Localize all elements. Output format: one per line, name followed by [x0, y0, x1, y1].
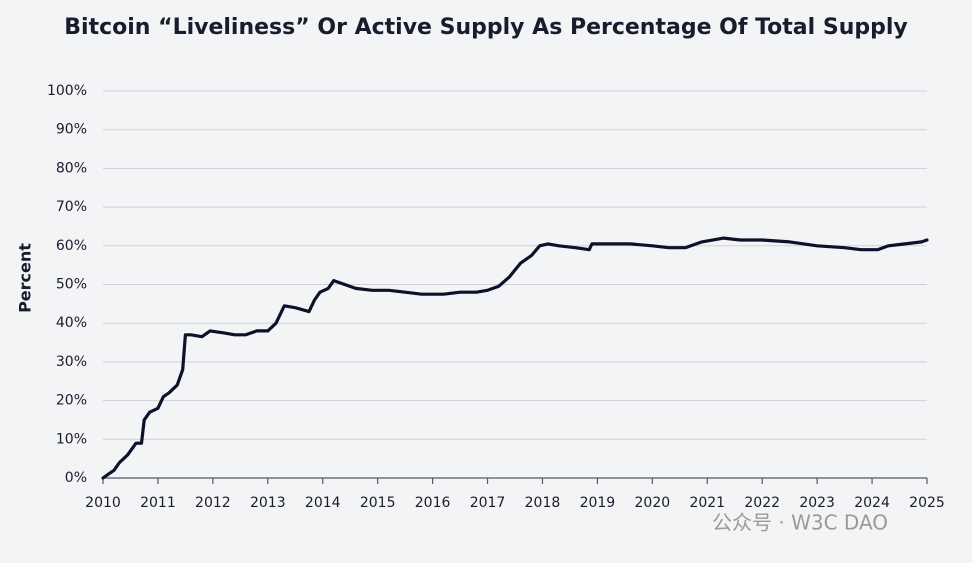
x-tick-label: 2020 [635, 495, 671, 511]
line-series [101, 236, 929, 480]
x-tick-label: 2013 [250, 495, 286, 511]
y-axis-label: Percent [16, 243, 35, 313]
y-tick-label: 0% [65, 470, 87, 486]
y-tick-label: 50% [56, 277, 87, 293]
y-tick-label: 70% [56, 199, 87, 215]
x-tick-label: 2025 [909, 495, 945, 511]
y-tick-label: 30% [56, 354, 87, 370]
x-tick-label: 2024 [854, 495, 890, 511]
x-tick-label: 2021 [689, 495, 725, 511]
chart-title: Bitcoin “Liveliness” Or Active Supply As… [64, 15, 907, 40]
x-tick-label: 2019 [580, 495, 616, 511]
x-tick-label: 2014 [305, 495, 341, 511]
x-tick-label: 2023 [799, 495, 835, 511]
y-tick-label: 80% [56, 160, 87, 176]
y-tick-label: 40% [56, 315, 87, 331]
y-tick-label: 100% [47, 83, 87, 99]
x-tick-label: 2022 [744, 495, 780, 511]
x-tick-label: 2012 [195, 495, 231, 511]
y-tick-label: 20% [56, 393, 87, 409]
y-tick-label: 10% [56, 431, 87, 447]
y-tick-label: 60% [56, 238, 87, 254]
watermark: 公众号 · W3C DAO [712, 511, 888, 535]
x-tick-label: 2016 [415, 495, 451, 511]
x-tick-label: 2015 [360, 495, 396, 511]
x-tick-label: 2011 [140, 495, 176, 511]
x-tick-label: 2010 [85, 495, 121, 511]
x-tick-label: 2017 [470, 495, 506, 511]
x-tick-label: 2018 [525, 495, 561, 511]
y-tick-label: 90% [56, 122, 87, 138]
